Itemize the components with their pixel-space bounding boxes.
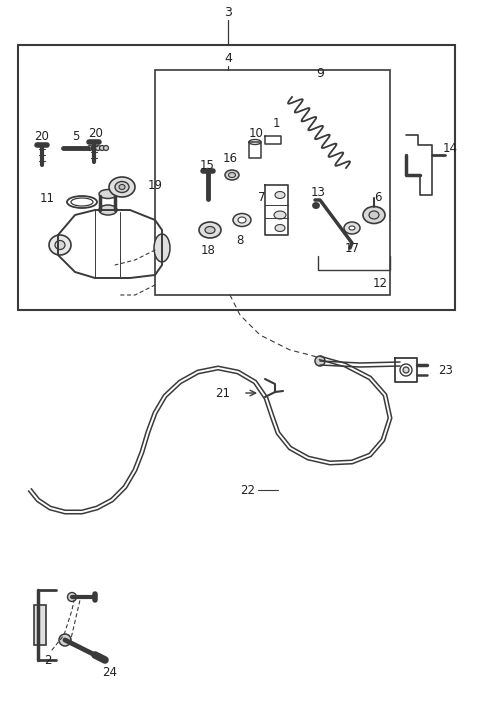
Text: 10: 10 bbox=[249, 126, 264, 139]
Text: 12: 12 bbox=[372, 276, 387, 289]
Text: 13: 13 bbox=[311, 186, 325, 199]
Text: 8: 8 bbox=[236, 233, 244, 247]
Ellipse shape bbox=[154, 234, 170, 262]
Text: 7: 7 bbox=[258, 191, 266, 204]
Text: 16: 16 bbox=[223, 152, 238, 165]
Circle shape bbox=[96, 146, 100, 151]
Ellipse shape bbox=[249, 139, 261, 144]
Ellipse shape bbox=[119, 184, 125, 189]
Ellipse shape bbox=[369, 211, 379, 219]
Text: 6: 6 bbox=[374, 191, 382, 204]
Text: 4: 4 bbox=[224, 51, 232, 65]
Text: 19: 19 bbox=[148, 178, 163, 191]
Ellipse shape bbox=[199, 222, 221, 238]
Circle shape bbox=[87, 146, 93, 151]
Ellipse shape bbox=[344, 222, 360, 234]
Ellipse shape bbox=[400, 364, 412, 376]
Text: 22: 22 bbox=[240, 484, 255, 497]
Ellipse shape bbox=[275, 191, 285, 199]
Text: 2: 2 bbox=[44, 653, 52, 666]
Text: 9: 9 bbox=[316, 67, 324, 80]
Ellipse shape bbox=[205, 226, 215, 233]
Text: 3: 3 bbox=[224, 6, 232, 19]
Ellipse shape bbox=[274, 211, 286, 219]
Ellipse shape bbox=[99, 189, 117, 199]
Text: 21: 21 bbox=[215, 386, 230, 399]
Circle shape bbox=[68, 592, 76, 602]
Text: 14: 14 bbox=[443, 141, 458, 154]
Text: 1: 1 bbox=[272, 117, 280, 130]
Text: 18: 18 bbox=[201, 244, 216, 257]
Text: 20: 20 bbox=[35, 130, 49, 143]
Circle shape bbox=[92, 146, 96, 151]
Circle shape bbox=[104, 146, 108, 151]
Text: 24: 24 bbox=[103, 666, 118, 679]
Circle shape bbox=[315, 356, 325, 366]
Text: 17: 17 bbox=[345, 241, 360, 254]
Circle shape bbox=[99, 146, 105, 151]
Bar bbox=[18, 45, 455, 310]
Ellipse shape bbox=[109, 177, 135, 197]
Ellipse shape bbox=[115, 181, 129, 193]
Circle shape bbox=[59, 634, 71, 646]
Ellipse shape bbox=[403, 367, 409, 373]
Ellipse shape bbox=[233, 213, 251, 226]
Text: 11: 11 bbox=[40, 191, 55, 204]
Ellipse shape bbox=[363, 207, 385, 223]
Ellipse shape bbox=[49, 235, 71, 255]
Ellipse shape bbox=[349, 226, 355, 230]
Ellipse shape bbox=[55, 241, 65, 249]
Ellipse shape bbox=[275, 225, 285, 231]
Bar bbox=[155, 70, 390, 295]
Bar bbox=[34, 605, 46, 645]
Ellipse shape bbox=[225, 170, 239, 180]
Text: 20: 20 bbox=[89, 126, 103, 139]
Text: 23: 23 bbox=[438, 363, 453, 376]
Ellipse shape bbox=[99, 205, 117, 215]
Text: 5: 5 bbox=[72, 130, 80, 143]
Ellipse shape bbox=[228, 173, 236, 178]
Text: 15: 15 bbox=[200, 159, 215, 172]
Ellipse shape bbox=[238, 217, 246, 223]
